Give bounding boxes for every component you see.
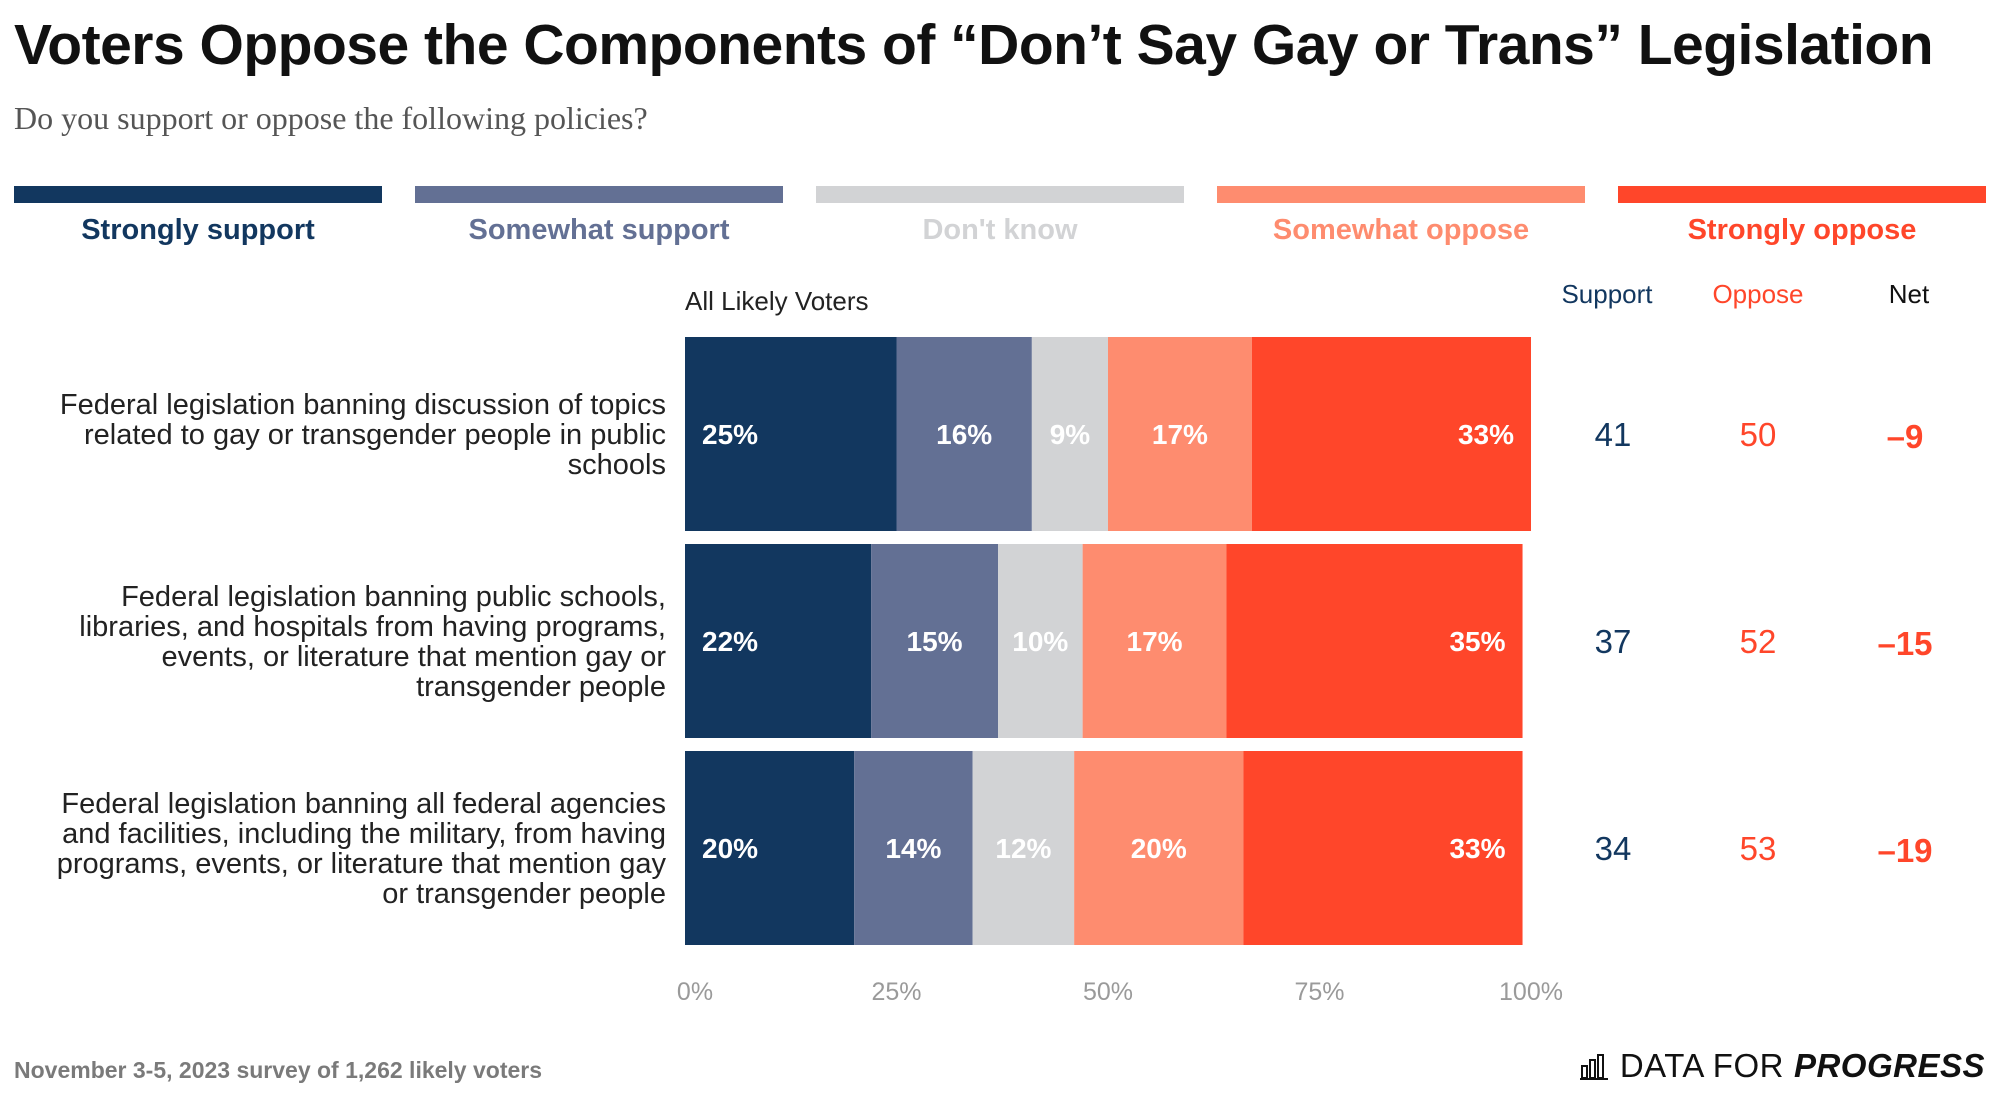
net-value-row-1: –9 <box>1887 418 1924 455</box>
bar-label-don-t-know-row-3: 12% <box>995 833 1051 864</box>
bar-somewhat-support-row-2 <box>871 544 999 738</box>
x-tick-4: 100% <box>1499 978 1563 1006</box>
x-tick-1: 25% <box>871 978 921 1006</box>
column-header-net: Net <box>1889 279 1930 309</box>
bar-strongly-oppose-row-3 <box>1243 751 1523 945</box>
bar-label-strongly-oppose-row-3: 33% <box>1449 833 1505 864</box>
legend-swatch-strongly-oppose <box>1618 186 1986 203</box>
brand-prefix: DATA FOR <box>1619 1047 1784 1084</box>
column-header-support: Support <box>1561 279 1653 309</box>
legend-label-somewhat-support: Somewhat support <box>468 214 730 246</box>
bar-label-somewhat-oppose-row-1: 17% <box>1152 419 1208 450</box>
row-label-3-line-3: programs, events, or literature that men… <box>57 848 667 880</box>
bar-don-t-know-row-2 <box>998 544 1083 738</box>
footer-note: November 3-5, 2023 survey of 1,262 likel… <box>14 1057 543 1083</box>
bar-somewhat-support-row-1 <box>896 337 1032 531</box>
bar-label-strongly-support-row-3: 20% <box>702 833 758 864</box>
chart-rows: Federal legislation banning discussion o… <box>57 337 1933 945</box>
support-value-row-3: 34 <box>1595 830 1632 867</box>
legend: Strongly support Somewhat support Don't … <box>14 186 1986 256</box>
row-label-3-line-1: Federal legislation banning all federal … <box>61 788 666 820</box>
support-value-row-1: 41 <box>1595 416 1632 453</box>
bar-label-strongly-support-row-2: 22% <box>702 626 758 657</box>
column-header-oppose: Oppose <box>1712 279 1803 309</box>
brand-accent: PROGRESS <box>1793 1047 1985 1084</box>
bar-strongly-oppose-row-1 <box>1251 337 1531 531</box>
oppose-value-row-1: 50 <box>1740 416 1777 453</box>
bar-label-don-t-know-row-1: 9% <box>1050 419 1091 450</box>
brand-logo: DATA FOR PROGRESS <box>1579 1046 1985 1086</box>
x-axis-ticks: 0% 25% 50% 75% 100% <box>677 978 1563 1006</box>
row-label-1-line-2: related to gay or transgender people in … <box>84 419 666 451</box>
bar-strongly-support-row-2 <box>685 544 872 738</box>
bar-label-strongly-oppose-row-2: 35% <box>1449 626 1505 657</box>
row-label-3-line-4: or transgender people <box>382 878 666 910</box>
legend-item-dont-know: Don't know <box>816 186 1184 256</box>
support-value-row-2: 37 <box>1595 623 1632 660</box>
bar-strongly-support-row-3 <box>685 751 855 945</box>
net-value-row-2: –15 <box>1877 625 1932 662</box>
row-label-2-line-2: libraries, and hospitals from having pro… <box>79 611 666 643</box>
legend-label-strongly-oppose: Strongly oppose <box>1687 214 1917 246</box>
x-tick-0: 0% <box>677 978 713 1006</box>
legend-swatch-dont-know <box>816 186 1184 203</box>
row-label-1-line-1: Federal legislation banning discussion o… <box>60 389 666 421</box>
bar-strongly-support-row-1 <box>685 337 897 531</box>
bar-strongly-oppose-row-2 <box>1226 544 1523 738</box>
bar-label-somewhat-support-row-2: 15% <box>907 626 963 657</box>
row-label-2-line-3: events, or literature that mention gay o… <box>161 641 666 673</box>
x-tick-3: 75% <box>1294 978 1344 1006</box>
legend-label-strongly-support: Strongly support <box>81 214 315 246</box>
net-value-row-3: –19 <box>1877 832 1932 869</box>
row-label-2-line-4: transgender people <box>416 671 666 703</box>
row-label-1-line-3: schools <box>568 449 666 481</box>
legend-swatch-somewhat-oppose <box>1217 186 1585 203</box>
bar-somewhat-oppose-row-3 <box>1074 751 1244 945</box>
legend-label-somewhat-oppose: Somewhat oppose <box>1272 214 1530 246</box>
chart-title: Voters Oppose the Components of “Don’t S… <box>14 13 1934 77</box>
stacked-bar-chart: All Likely Voters Support Oppose Net Fed… <box>57 279 1933 1006</box>
legend-swatch-strongly-support <box>14 186 382 203</box>
bar-don-t-know-row-1 <box>1031 337 1108 531</box>
bar-label-somewhat-oppose-row-2: 17% <box>1127 626 1183 657</box>
chart-subtitle: Do you support or oppose the following p… <box>14 100 648 136</box>
row-label-3-line-2: and facilities, including the military, … <box>62 818 666 850</box>
legend-item-strongly-support: Strongly support <box>14 186 382 256</box>
oppose-value-row-3: 53 <box>1740 830 1777 867</box>
bar-label-somewhat-support-row-1: 16% <box>936 419 992 450</box>
legend-item-somewhat-support: Somewhat support <box>415 186 783 256</box>
row-label-2-line-1: Federal legislation banning public schoo… <box>121 581 666 613</box>
bar-label-somewhat-support-row-3: 14% <box>885 833 941 864</box>
bar-label-somewhat-oppose-row-3: 20% <box>1131 833 1187 864</box>
legend-item-strongly-oppose: Strongly oppose <box>1618 186 1986 256</box>
bar-somewhat-oppose-row-2 <box>1082 544 1227 738</box>
bar-label-don-t-know-row-2: 10% <box>1012 626 1068 657</box>
bar-label-strongly-oppose-row-1: 33% <box>1458 419 1514 450</box>
bar-don-t-know-row-3 <box>972 751 1075 945</box>
legend-item-somewhat-oppose: Somewhat oppose <box>1217 186 1585 256</box>
bar-label-strongly-support-row-1: 25% <box>702 419 758 450</box>
bar-chart-icon <box>1579 1054 1608 1080</box>
bar-somewhat-support-row-3 <box>854 751 973 945</box>
legend-label-dont-know: Don't know <box>922 214 1078 246</box>
group-label: All Likely Voters <box>685 286 869 316</box>
x-tick-2: 50% <box>1083 978 1133 1006</box>
oppose-value-row-2: 52 <box>1740 623 1777 660</box>
bar-somewhat-oppose-row-1 <box>1108 337 1252 531</box>
legend-swatch-somewhat-support <box>415 186 783 203</box>
